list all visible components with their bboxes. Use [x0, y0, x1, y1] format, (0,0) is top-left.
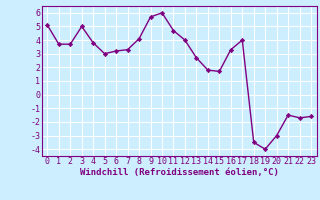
- X-axis label: Windchill (Refroidissement éolien,°C): Windchill (Refroidissement éolien,°C): [80, 168, 279, 177]
